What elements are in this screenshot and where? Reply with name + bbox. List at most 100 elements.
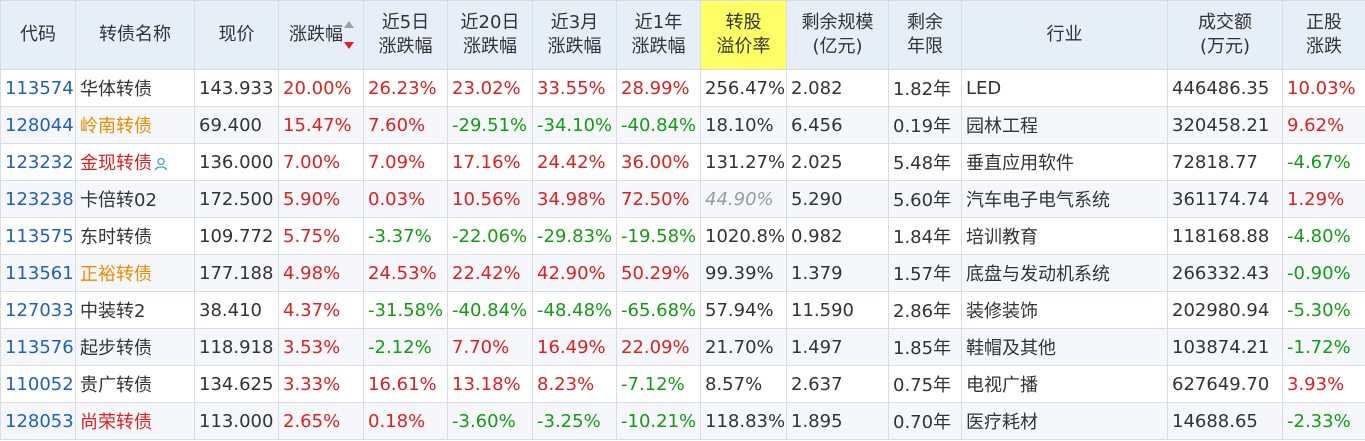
cell-code[interactable]: 127033 [0, 291, 76, 329]
table-body: 113574 华体转债 143.933 20.00% 26.23% 23.02% 33.55… [0, 69, 1365, 440]
table-row[interactable]: 128044 岭南转债 69.400 15.47% 7.60% -29.51% -34.10… [0, 106, 1365, 144]
cell-code[interactable]: 113575 [0, 217, 76, 255]
cell-name[interactable]: 中装转2 [75, 291, 195, 329]
column-header-code[interactable]: 代码 [0, 0, 76, 70]
cell-scale: 0.982 [786, 217, 889, 255]
cell-chg: 4.37% [278, 291, 364, 329]
cell-industry: 鞋帽及其他 [961, 328, 1168, 366]
column-header-volume[interactable]: 成交额 (万元) [1167, 0, 1283, 70]
column-header-m3[interactable]: 近3月 涨跌幅 [532, 0, 617, 70]
cell-code[interactable]: 110052 [0, 365, 76, 403]
cell-volume: 320458.21 [1167, 106, 1283, 144]
table-row[interactable]: 110052 贵广转债 134.625 3.33% 16.61% 13.18% 8.23% -… [0, 365, 1365, 403]
cell-years: 1.57年 [888, 254, 962, 292]
cell-volume: 14688.65 [1167, 402, 1283, 440]
table-row[interactable]: 128053 尚荣转债 113.000 2.65% 0.18% -3.60% -3.25% -… [0, 402, 1365, 440]
cell-volume: 627649.70 [1167, 365, 1283, 403]
cell-premium: 8.57% [700, 365, 787, 403]
column-header-d5[interactable]: 近5日 涨跌幅 [363, 0, 448, 70]
column-header-y1[interactable]: 近1年 涨跌幅 [616, 0, 701, 70]
cell-price: 134.625 [194, 365, 279, 403]
cell-y1: -10.21% [616, 402, 701, 440]
cell-name[interactable]: 起步转债 [75, 328, 195, 366]
cell-code[interactable]: 113576 [0, 328, 76, 366]
cell-stock_chg: -1.72% [1282, 328, 1365, 366]
column-header-name[interactable]: 转债名称 [75, 0, 195, 70]
table-row[interactable]: 123232 金现转债 136.000 7.00% 7.09% 17.16% 24.42% 3… [0, 143, 1365, 181]
cell-name[interactable]: 卡倍转02 [75, 180, 195, 218]
column-header-label: 剩余规模 [801, 12, 874, 33]
cell-industry: LED [961, 69, 1168, 107]
cell-scale: 5.290 [786, 180, 889, 218]
cell-m3: 33.55% [532, 69, 617, 107]
cell-chg: 3.33% [278, 365, 364, 403]
cell-d5: 7.60% [363, 106, 448, 144]
cell-name[interactable]: 金现转债 [75, 143, 195, 181]
cell-name[interactable]: 华体转债 [75, 69, 195, 107]
table-row[interactable]: 123238 卡倍转02 172.500 5.90% 0.03% 10.56% 34.98%… [0, 180, 1365, 218]
sort-desc-icon[interactable] [343, 21, 354, 49]
cell-chg: 3.53% [278, 328, 364, 366]
cell-code[interactable]: 113574 [0, 69, 76, 107]
column-header-scale[interactable]: 剩余规模 (亿元) [786, 0, 889, 70]
table-row[interactable]: 113575 东时转债 109.772 5.75% -3.37% -22.06% -29.8… [0, 217, 1365, 255]
table-row[interactable]: 113561 正裕转债 177.188 4.98% 24.53% 22.42% 42.90%… [0, 254, 1365, 292]
person-icon[interactable] [154, 157, 168, 171]
cell-chg: 5.90% [278, 180, 364, 218]
table-row[interactable]: 113574 华体转债 143.933 20.00% 26.23% 23.02% 33.55… [0, 69, 1365, 107]
column-header-sublabel: 年限 [907, 36, 943, 57]
cell-volume: 202980.94 [1167, 291, 1283, 329]
column-header-stock_chg[interactable]: 正股 涨跌 [1282, 0, 1365, 70]
column-header-label: 剩余 [907, 12, 943, 33]
cell-code[interactable]: 113561 [0, 254, 76, 292]
cell-price: 118.918 [194, 328, 279, 366]
cell-name[interactable]: 尚荣转债 [75, 402, 195, 440]
cell-stock_chg: -2.33% [1282, 402, 1365, 440]
cell-d5: 7.09% [363, 143, 448, 181]
cell-volume: 446486.35 [1167, 69, 1283, 107]
cell-code[interactable]: 123232 [0, 143, 76, 181]
cell-d5: 16.61% [363, 365, 448, 403]
column-header-label: 近1年 [634, 12, 683, 33]
column-header-premium[interactable]: 转股 溢价率 [700, 0, 787, 70]
cell-m3: 24.42% [532, 143, 617, 181]
table-row[interactable]: 113576 起步转债 118.918 3.53% -2.12% 7.70% 16.49% 2… [0, 328, 1365, 366]
cell-d20: -29.51% [447, 106, 533, 144]
header-row: 代码 转债名称 现价 涨跌幅 近5日 涨跌幅 近20日 涨跌幅 近3月 涨跌幅 近1年 涨跌幅 转股 溢价… [0, 0, 1365, 70]
cell-premium: 131.27% [700, 143, 787, 181]
cell-code[interactable]: 128053 [0, 402, 76, 440]
cell-price: 143.933 [194, 69, 279, 107]
cell-premium: 99.39% [700, 254, 787, 292]
cell-years: 2.86年 [888, 291, 962, 329]
cell-volume: 72818.77 [1167, 143, 1283, 181]
cell-d20: 7.70% [447, 328, 533, 366]
cell-stock_chg: -4.80% [1282, 217, 1365, 255]
cell-code[interactable]: 128044 [0, 106, 76, 144]
cell-chg: 7.00% [278, 143, 364, 181]
column-header-label: 近20日 [460, 12, 520, 33]
cell-m3: 16.49% [532, 328, 617, 366]
column-header-years[interactable]: 剩余 年限 [888, 0, 962, 70]
column-header-price[interactable]: 现价 [194, 0, 279, 70]
cell-d20: 10.56% [447, 180, 533, 218]
cell-d5: 0.18% [363, 402, 448, 440]
column-header-label: 正股 [1306, 12, 1342, 33]
cell-name[interactable]: 正裕转债 [75, 254, 195, 292]
column-header-industry[interactable]: 行业 [961, 0, 1168, 70]
bond-name-label[interactable]: 金现转债 [80, 153, 152, 174]
table-row[interactable]: 127033 中装转2 38.410 4.37% -31.58% -40.84% -48.4… [0, 291, 1365, 329]
column-header-d20[interactable]: 近20日 涨跌幅 [447, 0, 533, 70]
cell-name[interactable]: 贵广转债 [75, 365, 195, 403]
column-header-sublabel: (万元) [1199, 36, 1251, 57]
cell-premium: 18.10% [700, 106, 787, 144]
cell-y1: 72.50% [616, 180, 701, 218]
cell-years: 1.82年 [888, 69, 962, 107]
cell-industry: 装修装饰 [961, 291, 1168, 329]
cell-industry: 底盘与发动机系统 [961, 254, 1168, 292]
cell-price: 172.500 [194, 180, 279, 218]
cell-code[interactable]: 123238 [0, 180, 76, 218]
cell-name[interactable]: 东时转债 [75, 217, 195, 255]
cell-name[interactable]: 岭南转债 [75, 106, 195, 144]
column-header-chg[interactable]: 涨跌幅 [278, 0, 364, 70]
